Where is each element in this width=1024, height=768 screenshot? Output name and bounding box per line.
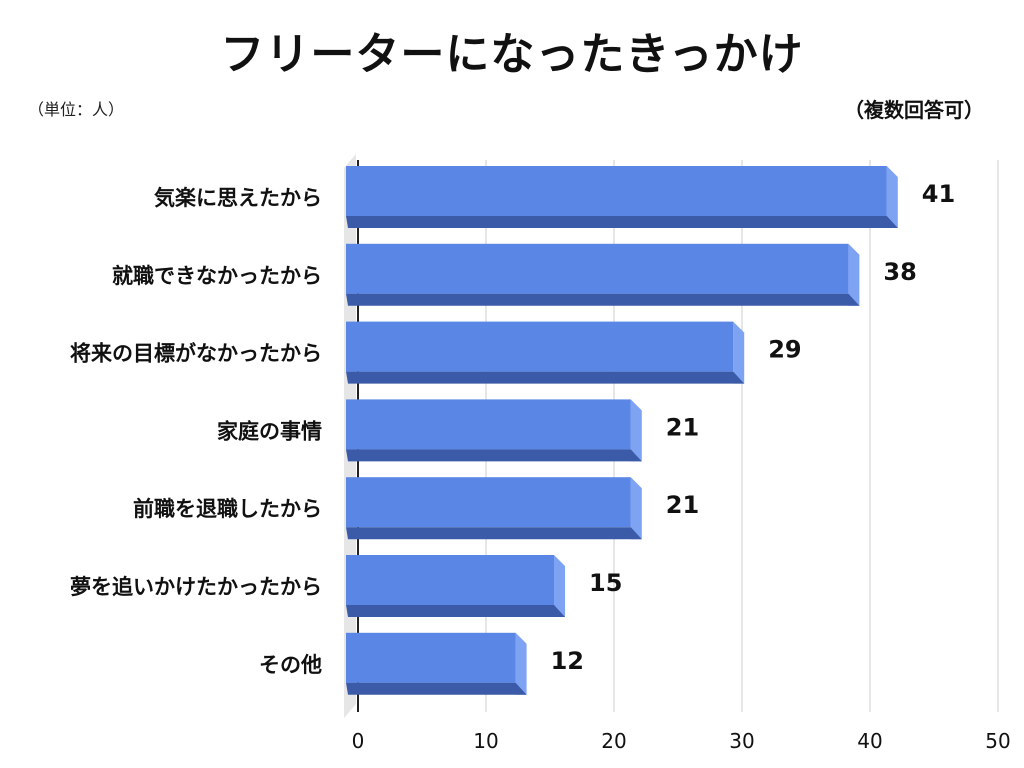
x-tick-label: 10	[473, 729, 498, 753]
x-tick-label: 30	[729, 729, 754, 753]
x-tick-label: 40	[857, 729, 882, 753]
category-label: 就職できなかったから	[112, 264, 322, 288]
bar-side	[886, 166, 898, 228]
category-label: 前職を退職したから	[133, 497, 322, 521]
bar-bottom	[346, 449, 642, 462]
multiple-answer-note: （複数回答可）	[844, 98, 984, 122]
value-label: 41	[922, 180, 955, 208]
category-label: 家庭の事情	[217, 419, 322, 443]
category-label: その他	[259, 653, 322, 677]
bar-bottom	[346, 371, 745, 384]
bar-side	[515, 632, 527, 695]
value-label: 21	[666, 491, 699, 519]
bar-side	[554, 555, 565, 617]
bar-bottom	[346, 216, 898, 228]
value-label: 29	[768, 336, 801, 364]
category-label: 将来の目標がなかったから	[70, 342, 322, 366]
x-tick-label: 50	[985, 729, 1010, 753]
bar	[346, 555, 554, 605]
value-label: 12	[551, 647, 584, 675]
chart-title: フリーターになったきっかけ	[220, 29, 804, 80]
bar	[346, 166, 887, 216]
bar-bottom	[346, 293, 860, 306]
bar-side	[630, 399, 642, 462]
category-label: 気楽に思えたから	[154, 186, 322, 210]
category-label: 夢を追いかけたかったから	[70, 575, 322, 599]
value-label: 21	[666, 413, 699, 441]
bar	[346, 632, 516, 683]
x-tick-label: 0	[352, 729, 365, 753]
bar-bottom	[346, 682, 527, 695]
x-tick-label: 20	[601, 729, 626, 753]
bar	[346, 243, 849, 294]
bar-side	[848, 243, 860, 306]
bar	[346, 477, 631, 528]
value-label: 38	[883, 258, 916, 286]
bar-bottom	[346, 527, 642, 540]
bar-side	[630, 477, 642, 540]
bar-side	[733, 321, 745, 384]
bar-bottom	[346, 605, 565, 617]
bar	[346, 321, 734, 372]
value-label: 15	[589, 569, 622, 597]
bar	[346, 399, 631, 450]
unit-label: （単位：人）	[28, 100, 125, 119]
